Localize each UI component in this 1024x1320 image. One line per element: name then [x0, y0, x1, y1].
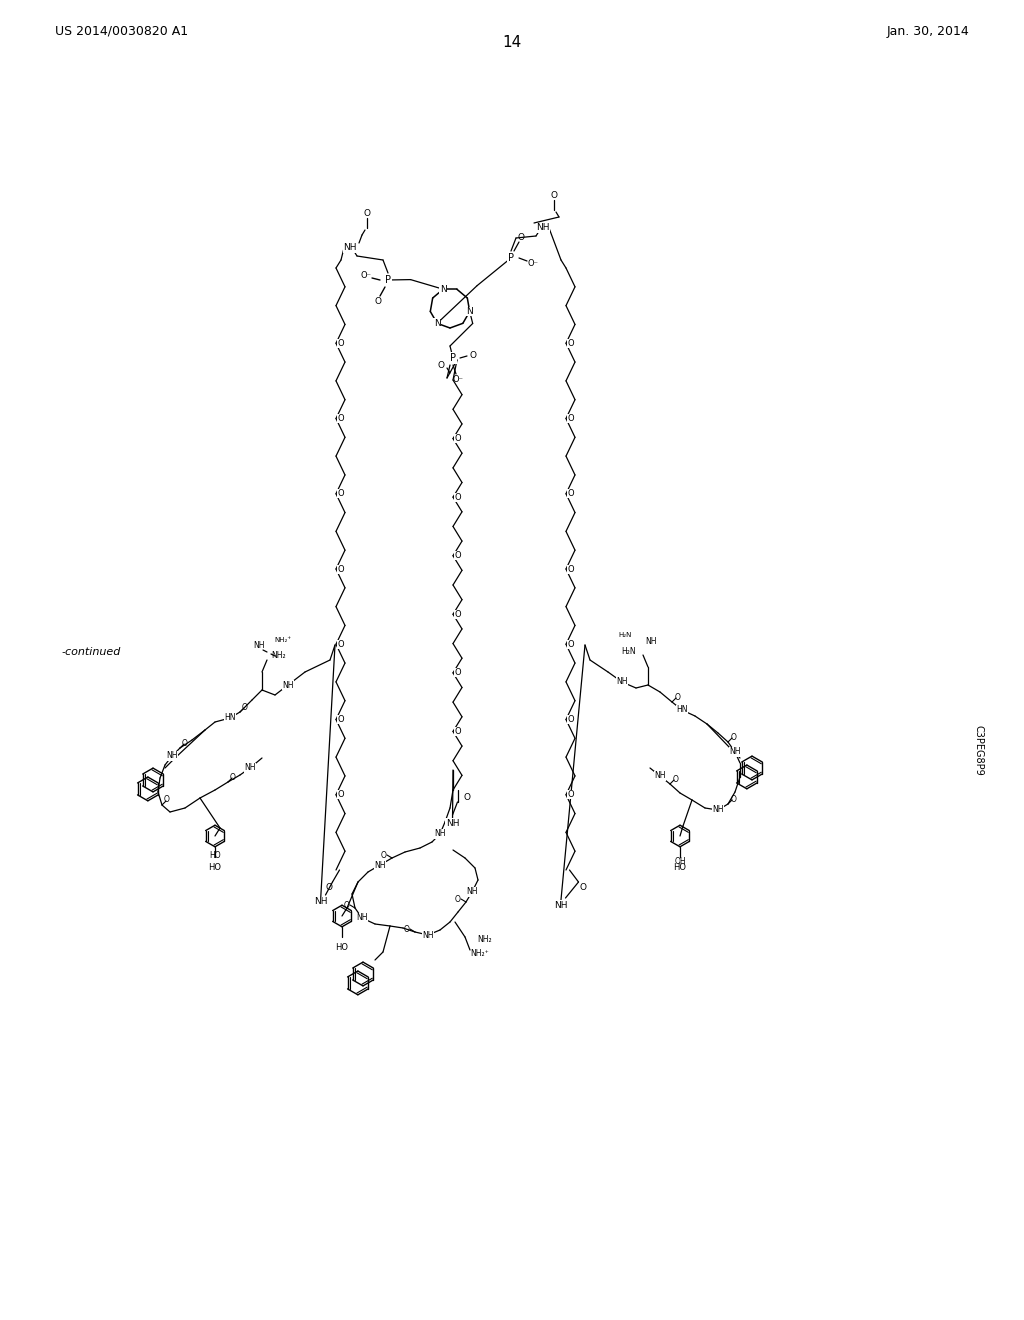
Text: O: O — [567, 414, 573, 422]
Text: NH: NH — [253, 642, 265, 651]
Text: O: O — [337, 791, 344, 799]
Text: P: P — [450, 352, 456, 363]
Text: NH: NH — [554, 900, 567, 909]
Text: -continued: -continued — [62, 647, 122, 657]
Text: NH: NH — [466, 887, 478, 896]
Text: O: O — [675, 693, 681, 701]
Text: O: O — [337, 490, 344, 498]
Text: NH: NH — [343, 243, 356, 252]
Text: NH₂⁺: NH₂⁺ — [274, 638, 292, 643]
Text: O: O — [375, 297, 382, 305]
Text: US 2014/0030820 A1: US 2014/0030820 A1 — [55, 25, 188, 38]
Text: NH₂: NH₂ — [271, 652, 287, 660]
Text: Jan. 30, 2014: Jan. 30, 2014 — [886, 25, 969, 38]
Text: HO: HO — [209, 851, 221, 861]
Text: O: O — [164, 796, 170, 804]
Text: NH: NH — [645, 636, 656, 645]
Text: H₂N: H₂N — [618, 632, 632, 638]
Text: P: P — [508, 253, 514, 263]
Text: O: O — [567, 640, 573, 648]
Text: NH: NH — [422, 931, 434, 940]
Text: O: O — [455, 552, 461, 560]
Text: NH: NH — [166, 751, 178, 760]
Text: O: O — [455, 610, 461, 619]
Text: O: O — [337, 565, 344, 573]
Text: NH: NH — [434, 829, 445, 838]
Text: NH₂: NH₂ — [477, 936, 493, 945]
Text: N: N — [466, 308, 473, 315]
Text: O: O — [673, 775, 679, 784]
Text: O: O — [579, 883, 586, 892]
Text: O: O — [567, 565, 573, 573]
Text: NH: NH — [374, 861, 386, 870]
Text: O: O — [337, 715, 344, 723]
Text: NH: NH — [616, 677, 628, 686]
Text: O: O — [182, 738, 188, 747]
Text: H₂N: H₂N — [622, 647, 636, 656]
Text: O: O — [464, 793, 471, 803]
Text: NH: NH — [313, 898, 328, 907]
Text: O: O — [364, 209, 371, 218]
Text: O⁻: O⁻ — [360, 272, 372, 281]
Text: NH: NH — [537, 223, 550, 232]
Text: O: O — [437, 360, 444, 370]
Text: O: O — [567, 490, 573, 498]
Text: O⁻: O⁻ — [453, 375, 464, 384]
Text: O: O — [455, 668, 461, 677]
Text: O: O — [381, 850, 387, 859]
Text: O: O — [517, 232, 524, 242]
Text: NH: NH — [713, 805, 724, 814]
Text: NH: NH — [356, 913, 368, 923]
Text: P: P — [385, 275, 391, 285]
Text: HO: HO — [674, 863, 686, 871]
Text: HO: HO — [209, 863, 221, 871]
Text: O: O — [344, 900, 350, 909]
Text: O: O — [731, 795, 737, 804]
Text: O: O — [337, 414, 344, 422]
Text: O: O — [731, 733, 737, 742]
Text: N: N — [434, 319, 440, 327]
Text: O: O — [230, 772, 236, 781]
Text: O: O — [469, 351, 476, 359]
Text: NH: NH — [654, 771, 666, 780]
Text: O: O — [337, 339, 344, 347]
Text: HN: HN — [676, 705, 688, 714]
Text: O: O — [455, 895, 461, 903]
Text: O: O — [325, 883, 332, 892]
Text: HO: HO — [336, 942, 348, 952]
Text: NH: NH — [245, 763, 256, 772]
Text: O: O — [404, 924, 410, 933]
Text: NH: NH — [445, 818, 459, 828]
Text: C3PEG8P9: C3PEG8P9 — [973, 725, 983, 775]
Text: N: N — [439, 285, 446, 294]
Text: NH₂⁺: NH₂⁺ — [471, 949, 489, 958]
Text: O: O — [455, 434, 461, 444]
Text: O: O — [551, 190, 557, 199]
Text: O: O — [567, 715, 573, 723]
Text: O: O — [455, 727, 461, 737]
Text: OH: OH — [674, 858, 686, 866]
Text: 14: 14 — [503, 36, 521, 50]
Text: HN: HN — [224, 714, 236, 722]
Text: NH: NH — [729, 747, 740, 756]
Text: O: O — [455, 492, 461, 502]
Text: O: O — [242, 702, 248, 711]
Text: O: O — [567, 791, 573, 799]
Text: O: O — [337, 640, 344, 648]
Text: NH: NH — [283, 681, 294, 689]
Text: O⁻: O⁻ — [527, 259, 539, 268]
Text: O: O — [567, 339, 573, 347]
